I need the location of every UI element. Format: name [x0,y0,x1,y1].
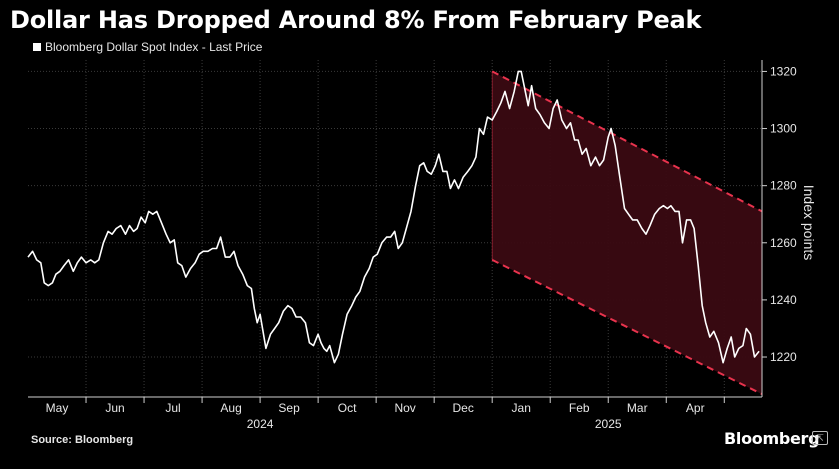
channel-upper-line [491,70,763,213]
price-line [27,70,760,364]
x-tick-label: Jan [512,401,531,415]
y-tick-label: 1280 [770,179,797,193]
channel-lower-line [491,259,763,396]
source-note: Source: Bloomberg [31,434,134,446]
y-tick-label: 1220 [770,350,797,364]
year-label: 2025 [595,417,622,431]
tick-labels: 1220 1240 1260 1280 1300 1320 May Jun Jul Aug Sep O… [46,64,817,431]
legend-label: Bloomberg Dollar Spot Index - Last Price [45,40,263,54]
legend: Bloomberg Dollar Spot Index - Last Price [33,40,262,54]
price-line-layer [27,70,760,364]
y-tick-label: 1320 [770,64,797,78]
x-tick-label: Mar [627,401,648,415]
channel-fill [492,71,762,395]
x-tick-label: May [46,401,69,415]
share-icon[interactable]: ⇱ [812,431,828,445]
x-tick-label: Oct [338,401,357,415]
x-tick-label: Sep [278,401,300,415]
x-tick-label: Apr [686,401,705,415]
year-label: 2024 [247,417,274,431]
x-tick-label: Aug [220,401,241,415]
axes [28,60,767,403]
legend-swatch-icon [33,43,41,51]
x-tick-label: Jul [165,401,180,415]
trend-channel [491,70,763,396]
brand-logo: Bloomberg [724,429,820,448]
x-tick-label: Nov [394,401,415,415]
y-tick-label: 1300 [770,122,797,136]
y-axis-label: Index points [801,185,817,261]
chart-title: Dollar Has Dropped Around 8% From Februa… [10,6,702,34]
x-tick-label: Feb [569,401,590,415]
x-tick-label: Dec [453,401,474,415]
x-tick-label: Jun [105,401,124,415]
y-tick-label: 1260 [770,236,797,250]
y-tick-label: 1240 [770,293,797,307]
